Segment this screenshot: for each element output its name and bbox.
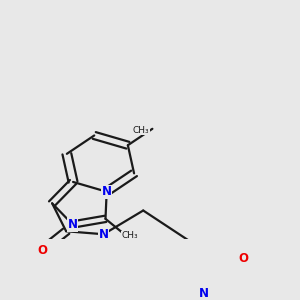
Text: N: N [199, 287, 209, 300]
Text: N: N [68, 218, 78, 231]
Text: CH₃: CH₃ [133, 126, 149, 135]
Text: N: N [102, 185, 112, 198]
Text: CH₃: CH₃ [122, 231, 138, 240]
Text: O: O [238, 252, 248, 265]
Text: N: N [99, 228, 109, 241]
Text: O: O [37, 244, 47, 257]
